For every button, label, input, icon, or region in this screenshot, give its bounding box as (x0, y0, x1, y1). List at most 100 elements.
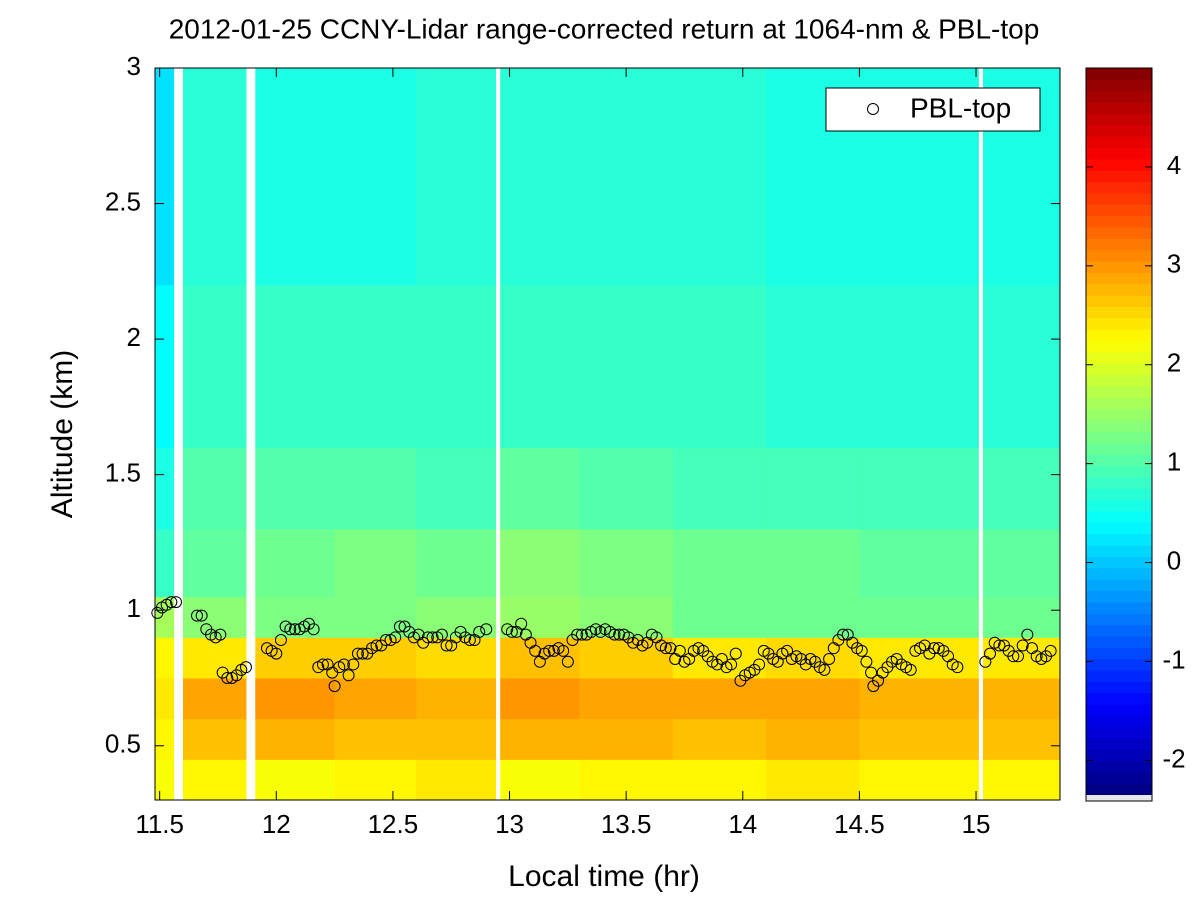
colorbar-swatch (1086, 147, 1152, 160)
colorbar-swatch (1086, 749, 1152, 762)
heatmap-cell (182, 284, 247, 449)
colorbar-swatch (1086, 465, 1152, 478)
pbl-marker (270, 647, 283, 660)
heatmap-cell (766, 284, 860, 449)
heatmap-cell (255, 447, 336, 530)
heatmap-cell (416, 759, 497, 801)
heatmap-cell (155, 528, 175, 598)
heatmap-cell (983, 718, 1061, 760)
colorbar-swatch (1086, 613, 1152, 626)
heatmap-cell (155, 447, 175, 530)
colorbar-swatch (1086, 726, 1152, 739)
pbl-marker (1016, 639, 1029, 652)
x-tick-label: 13.5 (601, 809, 652, 839)
heatmap-cell (859, 678, 979, 720)
heatmap-cell (672, 284, 767, 449)
heatmap-cell (672, 596, 767, 638)
pbl-marker (818, 663, 831, 676)
colorbar-swatch (1086, 136, 1152, 149)
heatmap-cell (859, 596, 979, 638)
colorbar-swatch (1086, 397, 1152, 410)
colorbar-swatch (1086, 760, 1152, 773)
heatmap-cell (983, 596, 1061, 638)
heatmap-cell (579, 678, 674, 720)
heatmap-cell (182, 68, 247, 286)
heatmap-cell (334, 528, 417, 598)
pbl-marker (837, 628, 850, 641)
heatmap-cell (766, 596, 860, 638)
pbl-marker (393, 620, 406, 633)
heatmap-cell (334, 284, 417, 449)
pbl-marker (239, 661, 252, 674)
heatmap-cell (182, 718, 247, 760)
heatmap-cell (500, 718, 581, 760)
colorbar-swatch (1086, 511, 1152, 523)
pbl-marker (337, 658, 350, 671)
pbl-marker (379, 634, 392, 647)
y-tick-label: 1.5 (105, 458, 141, 488)
colorbar-swatch (1086, 261, 1152, 273)
heatmap-cell (155, 759, 175, 801)
pbl-marker (993, 639, 1006, 652)
y-tick-label: 2 (127, 322, 141, 352)
colorbar-swatch (1086, 738, 1152, 751)
heatmap-cell (500, 596, 581, 638)
heatmap-cell (579, 718, 674, 760)
colorbar-swatch (1086, 579, 1152, 592)
pbl-marker (1012, 650, 1025, 663)
heatmap-cell (500, 528, 581, 598)
colorbar-swatch (1086, 681, 1152, 694)
pbl-marker (421, 631, 434, 644)
colorbar-swatch (1086, 249, 1152, 262)
heatmap-cell (416, 68, 497, 286)
heatmap-cell (672, 68, 767, 286)
colorbar-swatch (1086, 351, 1152, 364)
x-tick-label: 15 (962, 809, 991, 839)
heatmap-cell (579, 447, 674, 530)
colorbar-tick-label: -1 (1162, 644, 1185, 674)
heatmap-cell (579, 528, 674, 598)
heatmap-cell (255, 718, 336, 760)
heatmap-cell (416, 678, 497, 720)
pbl-marker (571, 628, 584, 641)
heatmap-cell (983, 678, 1061, 720)
heatmap-cell (672, 718, 767, 760)
colorbar-swatch (1086, 670, 1152, 682)
pbl-marker (860, 655, 873, 668)
colorbar-swatch (1086, 215, 1152, 228)
pbl-marker (753, 658, 766, 671)
colorbar-swatch (1086, 635, 1152, 648)
heatmap-cell (255, 284, 336, 449)
pbl-marker (435, 628, 448, 641)
pbl-marker (865, 666, 878, 679)
heatmap-cell (334, 759, 417, 801)
colorbar-tick-label: 4 (1167, 150, 1181, 180)
pbl-marker (557, 644, 570, 657)
pbl-marker (659, 642, 672, 655)
heatmap-cell (859, 284, 979, 449)
pbl-marker (664, 642, 677, 655)
heatmap-cell (983, 447, 1061, 530)
colorbar-swatch (1086, 295, 1152, 308)
heatmap-cell (155, 68, 175, 286)
colorbar-swatch (1086, 476, 1152, 489)
pbl-marker (608, 628, 621, 641)
colorbar-swatch (1086, 692, 1152, 705)
heatmap-cell (416, 447, 497, 530)
colorbar-swatch (1086, 590, 1152, 603)
y-tick-label: 1 (127, 593, 141, 623)
heatmap-cell (500, 759, 581, 801)
colorbar-swatch (1086, 704, 1152, 716)
colorbar-swatch (1086, 227, 1152, 239)
colorbar-swatch (1086, 772, 1152, 785)
x-tick-label: 14 (728, 809, 757, 839)
colorbar-swatch (1086, 454, 1152, 467)
heatmap-cell (255, 637, 336, 679)
colorbar-swatch (1086, 522, 1152, 535)
colorbar-swatch (1086, 386, 1152, 398)
heatmap-cell (579, 596, 674, 638)
pbl-marker (426, 631, 439, 644)
heatmap-cell (983, 528, 1061, 598)
colorbar-swatch (1086, 192, 1152, 205)
